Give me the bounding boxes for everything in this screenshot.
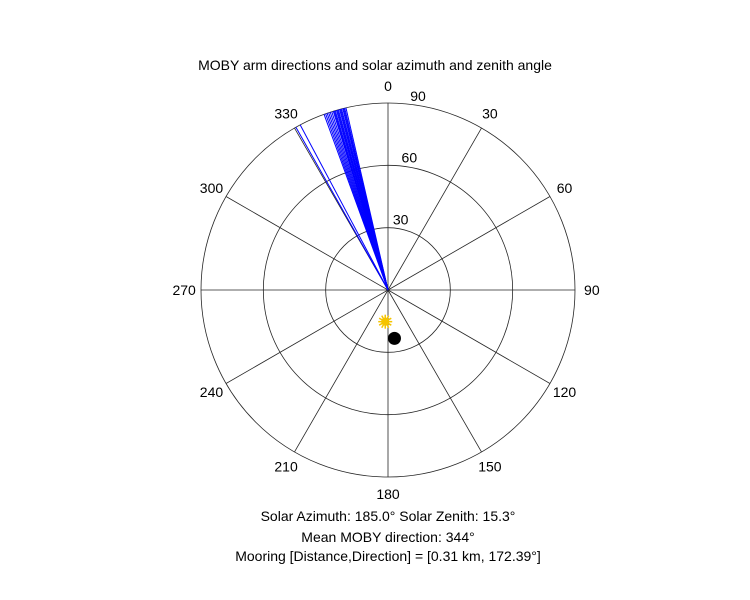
theta-gridline	[387, 127, 482, 291]
theta-gridline	[225, 289, 389, 384]
r-gridline	[262, 164, 514, 416]
theta-gridline	[387, 289, 551, 384]
mooring-caption: Mooring [Distance,Direction] = [0.31 km,…	[235, 548, 541, 564]
r-tick-label: 60	[402, 150, 418, 166]
r-gridline	[325, 227, 451, 353]
moby-arm-ray	[299, 124, 389, 291]
theta-gridline	[387, 196, 551, 291]
theta-tick-label: 270	[172, 282, 196, 298]
theta-tick-label: 120	[553, 384, 577, 400]
moby-arm-ray	[295, 126, 389, 291]
theta-tick-label: 60	[557, 180, 573, 196]
r-tick-label: 30	[393, 211, 409, 227]
theta-tick-label: 300	[200, 180, 224, 196]
r-gridline	[200, 102, 576, 478]
theta-tick-label: 180	[376, 486, 400, 502]
r-tick-label: 90	[410, 88, 426, 104]
mooring-marker	[387, 331, 401, 345]
theta-gridline	[294, 289, 389, 453]
theta-tick-label: 30	[482, 105, 498, 121]
solar-caption: Solar Azimuth: 185.0° Solar Zenith: 15.3…	[260, 508, 516, 524]
theta-tick-label: 150	[478, 459, 502, 475]
theta-tick-label: 0	[384, 78, 392, 94]
theta-tick-label: 240	[200, 384, 224, 400]
chart-title: MOBY arm directions and solar azimuth an…	[198, 57, 552, 73]
theta-tick-label: 90	[584, 282, 600, 298]
theta-tick-label: 330	[274, 105, 298, 121]
theta-tick-label: 210	[274, 459, 298, 475]
theta-gridline	[387, 289, 482, 453]
moby-arm-ray	[345, 107, 389, 291]
theta-gridline	[225, 196, 389, 291]
sun-marker	[381, 317, 390, 326]
moby-direction-caption: Mean MOBY direction: 344°	[301, 529, 475, 545]
